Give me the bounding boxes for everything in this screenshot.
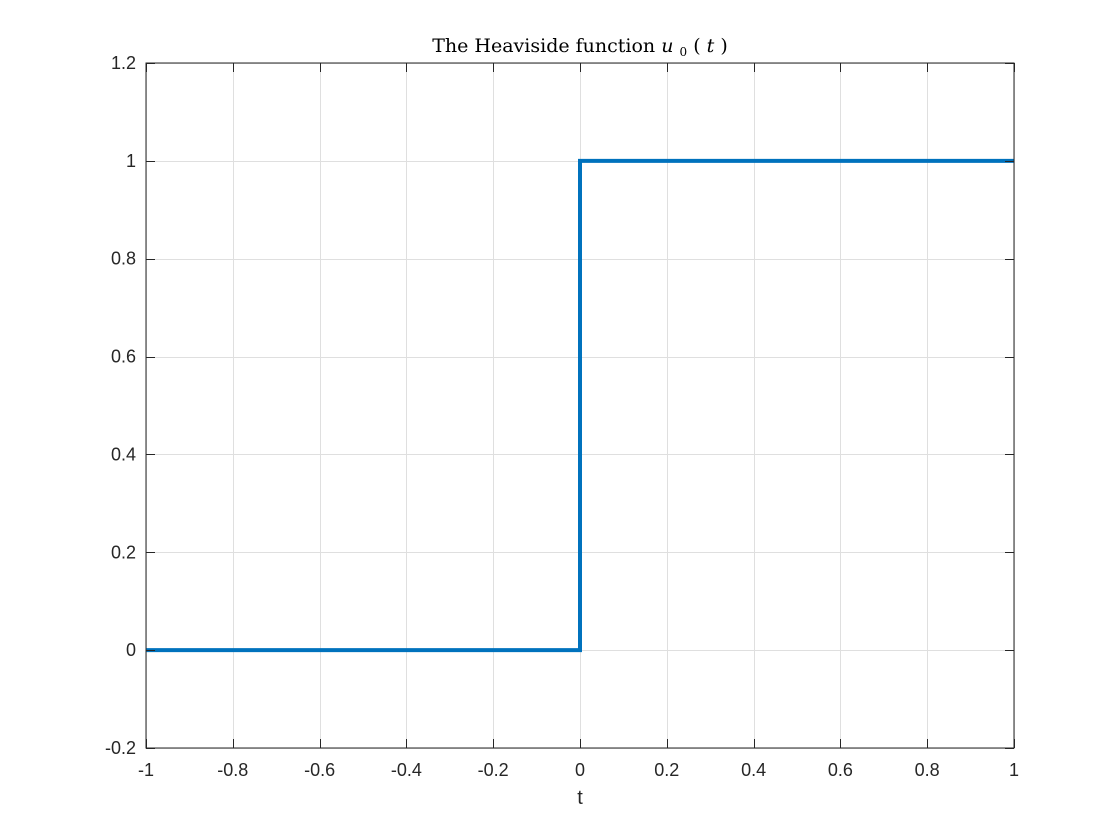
series-layer	[146, 158, 1014, 653]
y-tick-label: 0.6	[111, 347, 136, 367]
chart-title-math-symbol: u	[661, 35, 673, 57]
y-tick-label: -0.2	[105, 738, 136, 758]
y-tick-label: 0.4	[111, 444, 136, 464]
chart-title-text: The Heaviside function	[432, 35, 655, 57]
x-tick-label: -0.6	[304, 760, 335, 780]
x-axis-label: t	[577, 787, 583, 809]
x-tick-labels: -1 -0.8 -0.6 -0.4 -0.2 0 0.2 0.4 0.6 0.8 1	[138, 760, 1019, 780]
y-tick-labels: -0.2 0 0.2 0.4 0.6 0.8 1 1.2	[105, 53, 136, 758]
chart-title-math-arg: t	[707, 35, 715, 57]
y-tick-label: 0	[126, 640, 136, 660]
y-tick-label: 1	[126, 151, 136, 171]
chart-title-math-open: (	[693, 35, 700, 57]
y-tick-label: 1.2	[111, 53, 136, 73]
x-tick-label: -0.4	[391, 760, 422, 780]
y-tick-label: 0.2	[111, 542, 136, 562]
series-line	[146, 158, 1014, 653]
x-tick-label: -0.8	[217, 760, 248, 780]
chart-title-math-close: )	[720, 35, 727, 57]
tick-marks	[146, 63, 1015, 749]
x-tick-label: 0	[575, 760, 585, 780]
chart-title-math-subscript: 0	[680, 45, 688, 59]
x-tick-label: 0.4	[741, 760, 766, 780]
y-tick-label: 0.8	[111, 249, 136, 269]
chart-title: The Heaviside function u 0 ( t )	[432, 35, 728, 61]
x-tick-label: 0.2	[654, 760, 679, 780]
x-tick-label: 0.8	[915, 760, 940, 780]
x-tick-label: -1	[138, 760, 154, 780]
x-tick-label: 0.6	[828, 760, 853, 780]
x-tick-label: -0.2	[478, 760, 509, 780]
x-tick-label: 1	[1009, 760, 1019, 780]
